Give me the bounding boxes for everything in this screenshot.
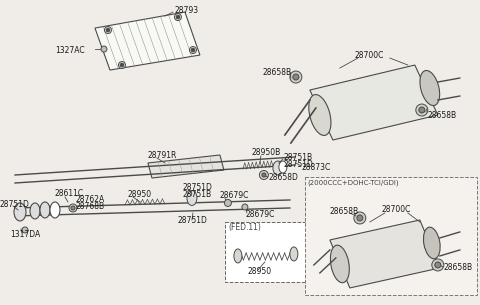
- Text: 28700C: 28700C: [382, 206, 411, 214]
- Ellipse shape: [30, 203, 40, 219]
- Text: 28658B: 28658B: [444, 264, 473, 272]
- Circle shape: [225, 199, 231, 206]
- Circle shape: [71, 206, 75, 210]
- Text: (FED.11): (FED.11): [228, 224, 261, 232]
- Circle shape: [119, 62, 125, 69]
- Ellipse shape: [187, 191, 197, 206]
- Text: 1327AC: 1327AC: [55, 45, 84, 55]
- Polygon shape: [148, 155, 224, 178]
- Circle shape: [190, 47, 196, 54]
- Text: 28679C: 28679C: [246, 210, 275, 220]
- Ellipse shape: [420, 70, 440, 106]
- Text: 28751B: 28751B: [183, 191, 212, 199]
- Text: 28950: 28950: [128, 191, 152, 199]
- Circle shape: [120, 63, 124, 67]
- Text: 28658D: 28658D: [269, 174, 299, 182]
- Ellipse shape: [423, 227, 440, 259]
- Polygon shape: [310, 65, 438, 140]
- Circle shape: [105, 27, 111, 34]
- Text: 28950B: 28950B: [252, 149, 281, 157]
- Circle shape: [174, 13, 181, 20]
- Ellipse shape: [279, 161, 287, 173]
- Circle shape: [357, 215, 363, 221]
- Text: 28751B: 28751B: [284, 153, 313, 163]
- Circle shape: [101, 46, 107, 52]
- Circle shape: [293, 74, 299, 80]
- Ellipse shape: [330, 245, 349, 283]
- Circle shape: [191, 48, 195, 52]
- Circle shape: [106, 28, 110, 32]
- Circle shape: [259, 170, 268, 179]
- Text: 28768B: 28768B: [76, 203, 105, 211]
- Text: 28950: 28950: [248, 267, 272, 276]
- Ellipse shape: [234, 249, 242, 263]
- Text: 28751D: 28751D: [178, 217, 208, 225]
- Polygon shape: [95, 12, 200, 70]
- Text: 28751D: 28751D: [284, 160, 314, 170]
- Text: 28658B: 28658B: [428, 110, 457, 120]
- Text: 28658B: 28658B: [263, 67, 292, 77]
- Text: 28873C: 28873C: [302, 163, 331, 173]
- Polygon shape: [330, 220, 440, 288]
- Circle shape: [290, 71, 302, 83]
- Bar: [225, 222, 320, 282]
- Text: 1317DA: 1317DA: [10, 231, 40, 239]
- Text: 28658B: 28658B: [330, 207, 359, 217]
- Bar: [305, 177, 477, 295]
- Ellipse shape: [40, 202, 50, 218]
- Ellipse shape: [50, 202, 60, 218]
- Ellipse shape: [309, 95, 331, 135]
- Ellipse shape: [273, 161, 283, 175]
- Circle shape: [354, 212, 366, 224]
- Ellipse shape: [290, 247, 298, 261]
- Text: 28679C: 28679C: [220, 192, 249, 200]
- Circle shape: [435, 262, 441, 268]
- Text: 28751D: 28751D: [183, 184, 213, 192]
- Circle shape: [432, 259, 444, 271]
- Circle shape: [69, 204, 77, 212]
- Text: 28611C: 28611C: [55, 189, 84, 199]
- Text: 28793: 28793: [175, 5, 199, 15]
- Text: 28751D: 28751D: [0, 200, 30, 210]
- Text: 28762A: 28762A: [76, 196, 105, 204]
- Text: 28700C: 28700C: [355, 51, 384, 59]
- Circle shape: [22, 227, 28, 233]
- Circle shape: [262, 173, 266, 177]
- Circle shape: [419, 107, 425, 113]
- Text: 28791R: 28791R: [148, 152, 177, 160]
- Text: (2000CCC+DOHC-TCI/GDI): (2000CCC+DOHC-TCI/GDI): [308, 180, 399, 186]
- Circle shape: [242, 204, 248, 210]
- Circle shape: [176, 15, 180, 19]
- Circle shape: [416, 104, 428, 116]
- Ellipse shape: [14, 203, 26, 221]
